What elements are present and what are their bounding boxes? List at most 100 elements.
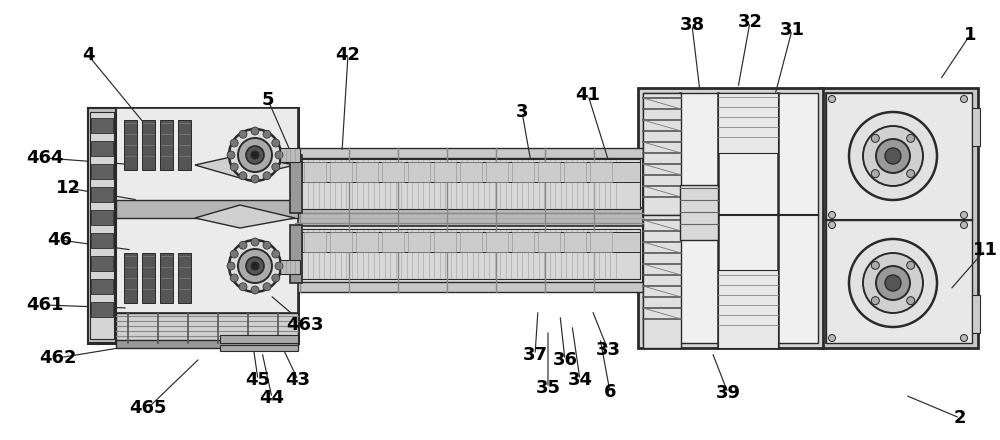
Circle shape — [263, 172, 271, 180]
Bar — [643, 93, 818, 343]
Bar — [290, 155, 302, 213]
Bar — [590, 162, 612, 182]
Text: 39: 39 — [716, 384, 740, 402]
Circle shape — [828, 95, 836, 103]
Bar — [680, 185, 718, 240]
Circle shape — [230, 250, 238, 258]
Bar — [302, 232, 640, 252]
Bar — [512, 162, 534, 182]
Text: 12: 12 — [56, 179, 80, 197]
Bar — [124, 120, 137, 170]
Bar — [590, 232, 612, 252]
Circle shape — [229, 129, 281, 181]
Circle shape — [960, 212, 968, 219]
Text: 2: 2 — [954, 409, 966, 427]
Bar — [538, 232, 560, 252]
Polygon shape — [195, 205, 295, 228]
Text: 462: 462 — [39, 349, 77, 367]
Bar — [643, 215, 681, 348]
Text: 42: 42 — [336, 46, 360, 64]
Circle shape — [871, 170, 879, 178]
Bar — [116, 313, 298, 343]
Bar — [142, 120, 155, 170]
Circle shape — [272, 274, 280, 282]
Circle shape — [885, 148, 901, 164]
Bar — [460, 232, 482, 252]
Circle shape — [246, 257, 264, 275]
Bar — [90, 112, 114, 339]
Circle shape — [849, 239, 937, 327]
Bar — [330, 232, 352, 252]
Circle shape — [907, 297, 915, 304]
Bar — [295, 225, 643, 283]
Bar — [300, 229, 640, 279]
Circle shape — [238, 138, 272, 172]
Bar — [304, 162, 326, 182]
Bar — [220, 335, 298, 343]
Bar — [826, 93, 972, 343]
Text: 6: 6 — [604, 383, 616, 401]
Circle shape — [907, 134, 915, 142]
Circle shape — [239, 241, 247, 249]
Circle shape — [272, 163, 280, 171]
Bar — [295, 148, 643, 158]
Circle shape — [238, 249, 272, 283]
Bar — [638, 88, 823, 348]
Bar — [91, 164, 113, 179]
Circle shape — [246, 146, 264, 164]
Bar — [290, 225, 302, 283]
Circle shape — [230, 274, 238, 282]
Circle shape — [251, 127, 259, 135]
Circle shape — [251, 262, 259, 270]
Bar — [91, 279, 113, 294]
Bar — [972, 295, 980, 333]
Circle shape — [871, 261, 879, 269]
Bar — [93, 113, 293, 338]
Circle shape — [828, 212, 836, 219]
Bar — [330, 162, 352, 182]
Circle shape — [272, 250, 280, 258]
Bar — [91, 302, 113, 317]
Text: 44: 44 — [260, 389, 285, 407]
Circle shape — [263, 130, 271, 138]
Bar — [718, 270, 778, 348]
Bar — [116, 218, 298, 313]
Bar — [972, 108, 980, 146]
Bar — [116, 200, 298, 218]
Bar — [304, 232, 326, 252]
Bar — [434, 162, 456, 182]
Bar — [356, 162, 378, 182]
Bar — [300, 159, 640, 209]
Circle shape — [885, 275, 901, 291]
Bar — [178, 120, 191, 170]
Bar — [486, 162, 508, 182]
Bar — [91, 256, 113, 271]
Circle shape — [907, 170, 915, 178]
Text: 461: 461 — [26, 296, 64, 314]
Text: 43: 43 — [286, 371, 310, 389]
Circle shape — [251, 151, 259, 159]
Circle shape — [230, 139, 238, 147]
Bar — [826, 220, 972, 343]
Circle shape — [272, 139, 280, 147]
Circle shape — [960, 221, 968, 228]
Circle shape — [828, 221, 836, 228]
Circle shape — [863, 253, 923, 313]
Bar — [820, 88, 978, 348]
Circle shape — [275, 151, 283, 159]
Bar — [408, 232, 430, 252]
Bar — [142, 253, 155, 303]
Bar — [408, 162, 430, 182]
Text: 3: 3 — [516, 103, 528, 121]
Bar — [564, 162, 586, 182]
Circle shape — [227, 262, 235, 270]
Text: 46: 46 — [48, 231, 72, 249]
Text: 11: 11 — [972, 241, 998, 259]
Bar — [88, 108, 298, 343]
Bar — [356, 232, 378, 252]
Bar — [280, 148, 300, 162]
Bar — [826, 93, 972, 220]
Bar — [302, 162, 640, 182]
Circle shape — [263, 241, 271, 249]
Circle shape — [871, 134, 879, 142]
